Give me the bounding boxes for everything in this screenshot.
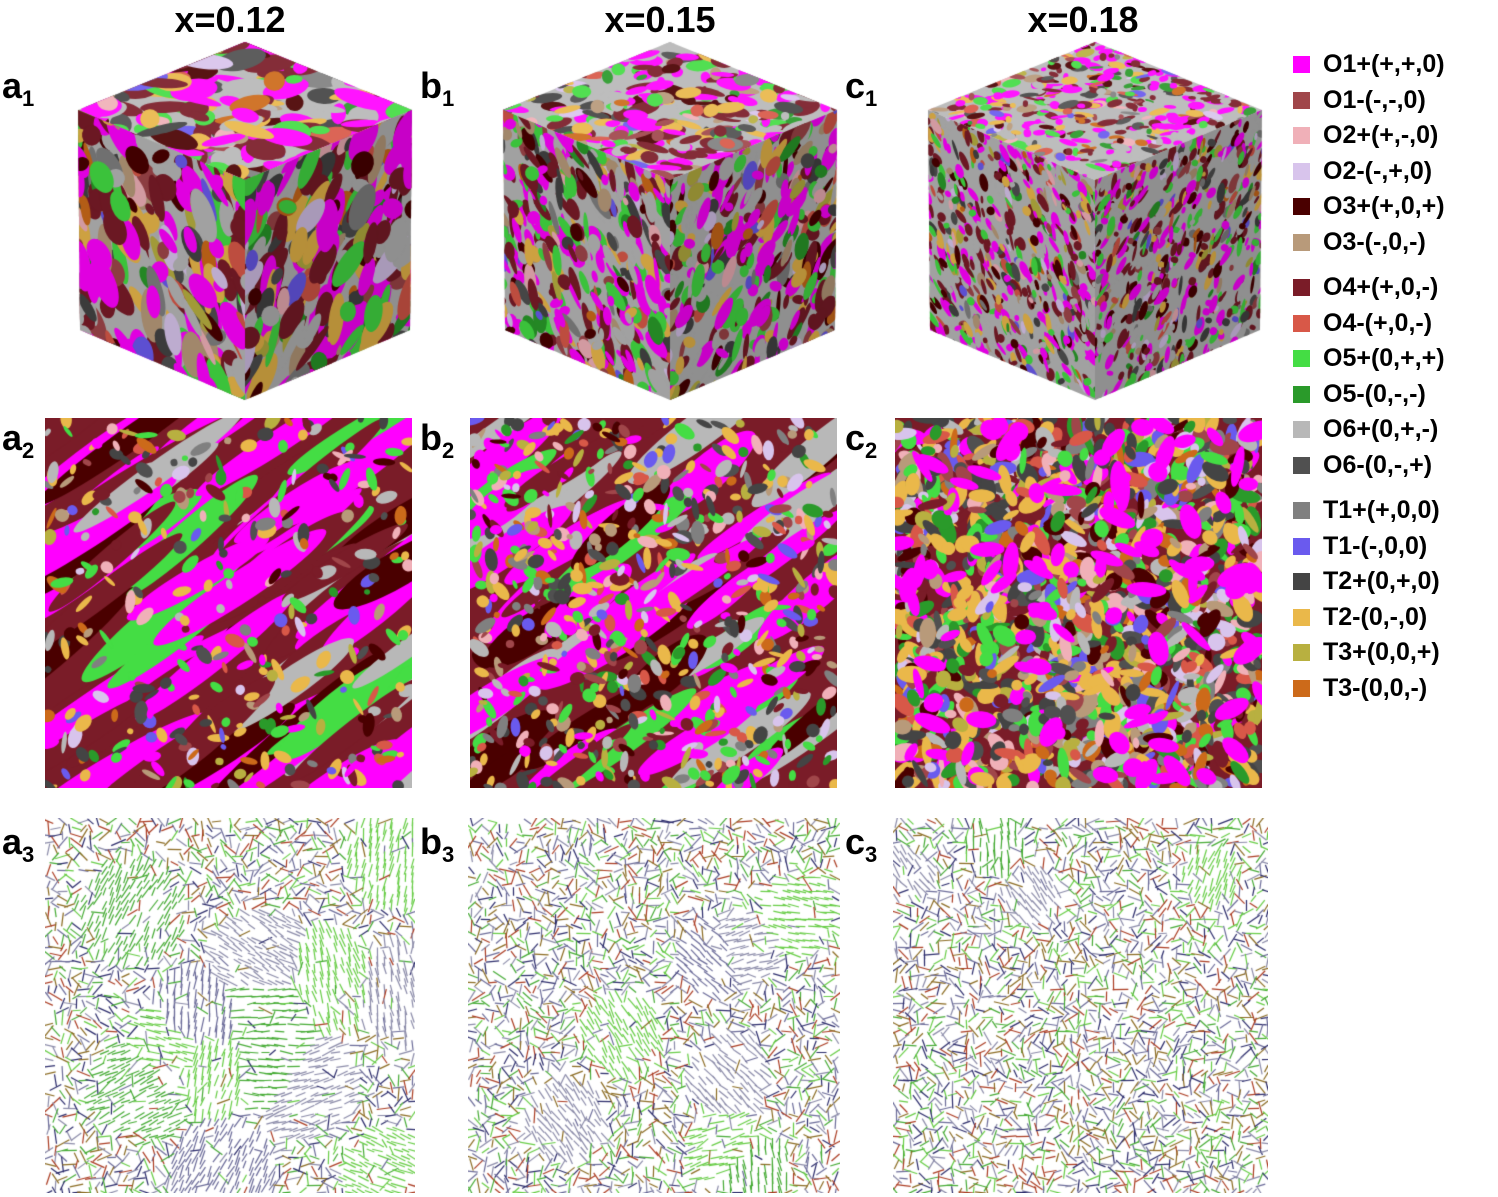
- panel-label-c2: c2: [845, 417, 878, 464]
- legend-item: T1+(+,0,0): [1293, 493, 1498, 529]
- legend-label: O6+(0,+,-): [1323, 415, 1439, 444]
- legend-swatch: [1293, 162, 1310, 180]
- legend-item: T3-(0,0,-): [1293, 671, 1498, 707]
- legend-item: O1+(+,+,0): [1293, 47, 1498, 83]
- legend-item: O4-(+,0,-): [1293, 306, 1498, 342]
- legend-item: O5+(0,+,+): [1293, 341, 1498, 377]
- column-title-x012: x=0.12: [174, 0, 286, 40]
- legend-item: O6+(0,+,-): [1293, 412, 1498, 448]
- legend-swatch: [1293, 456, 1310, 474]
- legend-item: O1-(-,-,0): [1293, 83, 1498, 119]
- legend-label: O4-(+,0,-): [1323, 308, 1433, 337]
- legend-label: T3+(0,0,+): [1323, 638, 1440, 667]
- legend-swatch: [1293, 421, 1310, 439]
- legend-item: T1-(-,0,0): [1293, 529, 1498, 565]
- legend-label: O2-(-,+,0): [1323, 156, 1433, 185]
- legend-label: T2+(0,+,0): [1323, 567, 1440, 596]
- legend-swatch: [1293, 127, 1310, 145]
- panel-label-a3: a3: [2, 821, 35, 868]
- legend-swatch: [1293, 198, 1310, 216]
- legend-label: O4+(+,0,-): [1323, 273, 1439, 302]
- legend-swatch: [1293, 314, 1310, 332]
- legend-label: O5+(0,+,+): [1323, 344, 1445, 373]
- legend-item: O2+(+,-,0): [1293, 118, 1498, 154]
- vector-map-c3: [893, 818, 1268, 1193]
- legend-swatch: [1293, 679, 1310, 697]
- legend-swatch: [1293, 56, 1310, 74]
- legend-item: T2+(0,+,0): [1293, 564, 1498, 600]
- legend-item: O4+(+,0,-): [1293, 270, 1498, 306]
- domain-slice-c2: [895, 418, 1262, 788]
- legend-label: O3-(-,0,-): [1323, 227, 1426, 256]
- legend-item: O6-(0,-,+): [1293, 448, 1498, 484]
- legend-swatch: [1293, 279, 1310, 297]
- legend-swatch: [1293, 608, 1310, 626]
- panel-label-a1: a1: [2, 65, 35, 112]
- panel-label-a2: a2: [2, 417, 35, 464]
- column-title-x015: x=0.15: [604, 0, 716, 40]
- phase-legend: O1+(+,+,0) O1-(-,-,0) O2+(+,-,0) O2-(-,+,0)…: [1293, 47, 1498, 706]
- column-title-x018: x=0.18: [1027, 0, 1139, 40]
- domain-cube-b1: [495, 40, 845, 402]
- domain-slice-b2: [470, 418, 837, 788]
- legend-label: O3+(+,0,+): [1323, 192, 1445, 221]
- panel-label-b2: b2: [420, 417, 455, 464]
- legend-label: O2+(+,-,0): [1323, 121, 1439, 150]
- legend-label: T1-(-,0,0): [1323, 531, 1428, 560]
- legend-swatch: [1293, 385, 1310, 403]
- legend-swatch: [1293, 537, 1310, 555]
- legend-swatch: [1293, 233, 1310, 251]
- vector-map-b3: [468, 818, 840, 1193]
- panel-label-c1: c1: [845, 65, 878, 112]
- legend-swatch: [1293, 350, 1310, 368]
- panel-label-b1: b1: [420, 65, 455, 112]
- legend-swatch: [1293, 644, 1310, 662]
- legend-swatch: [1293, 91, 1310, 109]
- legend-label: O5-(0,-,-): [1323, 379, 1426, 408]
- legend-label: O1-(-,-,0): [1323, 85, 1426, 114]
- legend-item: O5-(0,-,-): [1293, 377, 1498, 413]
- legend-item: O3-(-,0,-): [1293, 225, 1498, 261]
- legend-label: T3-(0,0,-): [1323, 673, 1428, 702]
- legend-label: T1+(+,0,0): [1323, 496, 1440, 525]
- vector-map-a3: [45, 818, 415, 1193]
- panel-label-b3: b3: [420, 821, 455, 868]
- domain-cube-a1: [70, 40, 420, 402]
- legend-item: T3+(0,0,+): [1293, 635, 1498, 671]
- legend-swatch: [1293, 573, 1310, 591]
- legend-item: O2-(-,+,0): [1293, 154, 1498, 190]
- legend-label: T2-(0,-,0): [1323, 602, 1428, 631]
- legend-label: O6-(0,-,+): [1323, 450, 1433, 479]
- panel-label-c3: c3: [845, 821, 878, 868]
- domain-slice-a2: [45, 418, 412, 788]
- domain-cube-c1: [920, 40, 1270, 402]
- legend-item: O3+(+,0,+): [1293, 189, 1498, 225]
- legend-label: O1+(+,+,0): [1323, 50, 1445, 79]
- legend-swatch: [1293, 502, 1310, 520]
- legend-item: T2-(0,-,0): [1293, 600, 1498, 636]
